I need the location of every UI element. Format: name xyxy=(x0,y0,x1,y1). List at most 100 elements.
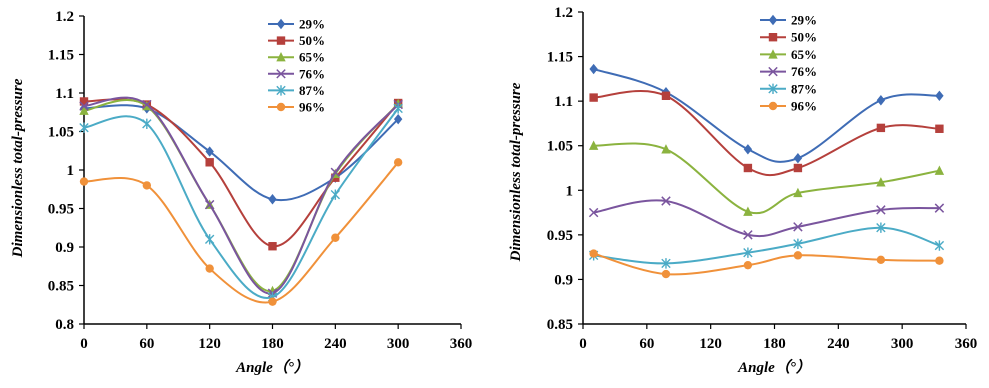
y-tick-label: 0.9 xyxy=(554,272,573,288)
data-point xyxy=(79,122,89,133)
series-29pct xyxy=(589,63,944,164)
y-tick-label: 1.15 xyxy=(48,48,74,64)
legend-label: 29% xyxy=(299,17,325,32)
data-point xyxy=(204,199,215,210)
x-tick-label: 0 xyxy=(579,336,587,352)
legend-label: 87% xyxy=(791,81,817,96)
legend-label: 96% xyxy=(791,99,817,114)
data-point xyxy=(876,255,886,265)
legend-label: 65% xyxy=(299,50,325,65)
data-point xyxy=(935,256,944,265)
data-point xyxy=(876,205,886,215)
series-96pct xyxy=(589,249,944,279)
legend-marker xyxy=(276,36,286,45)
series-line xyxy=(593,226,940,265)
series-65pct xyxy=(79,98,403,296)
legend-marker xyxy=(768,33,778,42)
data-point xyxy=(743,230,753,240)
data-point xyxy=(793,251,803,260)
data-point xyxy=(661,269,671,279)
data-point xyxy=(393,113,403,125)
y-axis-title: Dimensionless total-pressure xyxy=(10,78,26,258)
legend-marker xyxy=(276,69,286,79)
legend-item: 96% xyxy=(268,100,325,115)
legend-marker xyxy=(768,14,778,26)
data-point xyxy=(661,91,671,100)
data-point xyxy=(79,97,89,106)
data-point xyxy=(793,163,803,173)
y-tick-label: 1.1 xyxy=(554,94,573,110)
data-point xyxy=(588,140,599,150)
y-tick-label: 1.15 xyxy=(547,50,573,66)
series-50pct xyxy=(79,97,403,251)
legend-item: 87% xyxy=(268,83,325,98)
data-point xyxy=(393,158,403,167)
data-point xyxy=(268,297,277,306)
data-point xyxy=(331,233,340,242)
x-tick-label: 240 xyxy=(827,336,850,352)
x-tick-label: 300 xyxy=(387,336,410,352)
data-point xyxy=(793,238,803,249)
y-tick-label: 1.05 xyxy=(547,139,573,155)
data-point xyxy=(661,144,671,154)
legend-label: 50% xyxy=(791,30,817,45)
legend-marker xyxy=(768,66,778,77)
series-line xyxy=(593,89,940,177)
legend-label: 76% xyxy=(791,64,817,79)
data-point xyxy=(205,264,214,273)
y-tick-label: 1 xyxy=(566,183,574,199)
y-tick-label: 0.85 xyxy=(48,279,74,295)
y-tick-label: 0.8 xyxy=(55,317,74,333)
legend-item: 29% xyxy=(760,13,817,28)
series-87pct xyxy=(79,103,403,303)
data-point xyxy=(743,247,753,258)
legend-marker xyxy=(768,101,778,111)
data-point xyxy=(268,194,277,205)
data-point xyxy=(661,196,671,206)
x-tick-label: 180 xyxy=(763,336,786,352)
chart-panel-1: 0.8 0.85 0.9 0.95 1 1.05 1.1 1.15 1.2 0 60 120 180 24… xyxy=(10,9,472,376)
legend-item: 87% xyxy=(760,81,817,96)
data-point xyxy=(793,152,803,164)
y-tick-label: 1.1 xyxy=(55,86,74,102)
y-tick-label: 1.2 xyxy=(55,9,74,25)
x-tick-label: 300 xyxy=(891,336,914,352)
series-line xyxy=(593,142,940,215)
data-point xyxy=(589,63,598,75)
chart-panel-2: 0.85 0.9 0.95 1 1.05 1.1 1.15 1.2 0 60 120 180 240 30… xyxy=(508,5,977,376)
data-point xyxy=(142,181,152,190)
y-axis-title: Dimensionless total-pressure xyxy=(508,82,524,262)
data-point xyxy=(934,203,945,213)
data-point xyxy=(142,118,152,129)
legend-item: 76% xyxy=(268,66,325,81)
series-29pct xyxy=(79,103,403,205)
y-tick-label: 0.9 xyxy=(55,240,74,256)
data-point xyxy=(934,240,945,251)
legend-item: 76% xyxy=(760,64,817,79)
x-tick-label: 360 xyxy=(955,336,978,352)
x-tick-label: 180 xyxy=(261,336,284,352)
legend-item: 96% xyxy=(760,99,817,114)
legend-label: 96% xyxy=(299,100,325,115)
x-tick-label: 60 xyxy=(139,336,154,352)
legend-label: 65% xyxy=(791,47,817,62)
legend-item: 65% xyxy=(760,47,817,62)
data-point xyxy=(330,189,341,200)
data-point xyxy=(204,234,215,245)
legend-marker xyxy=(768,49,778,59)
data-point xyxy=(935,90,944,101)
series-87pct xyxy=(588,222,945,269)
series-line xyxy=(83,96,399,295)
data-point xyxy=(876,123,886,133)
data-point xyxy=(268,242,277,251)
y-tick-label: 1 xyxy=(67,163,75,179)
y-tick-label: 0.85 xyxy=(547,317,573,333)
series-line xyxy=(593,199,940,238)
data-point xyxy=(79,101,89,111)
data-point xyxy=(935,124,944,133)
y-tick-label: 0.95 xyxy=(547,228,573,244)
data-point xyxy=(393,103,403,114)
data-point xyxy=(793,187,803,198)
series-line xyxy=(83,107,399,300)
